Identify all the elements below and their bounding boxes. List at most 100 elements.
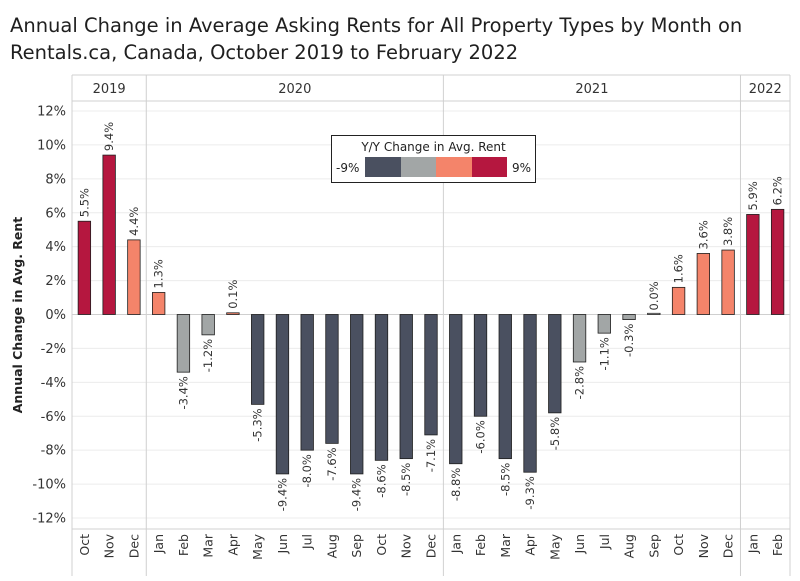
year-header-2019: 2019	[93, 82, 126, 97]
data-label: -8.5%	[498, 463, 512, 496]
x-tick-label: Jan	[745, 534, 760, 554]
y-tick-label: 2%	[45, 274, 66, 289]
x-tick-label: Dec	[126, 534, 141, 558]
bar	[548, 314, 562, 414]
bar	[647, 312, 661, 315]
legend-swatch	[400, 157, 436, 177]
legend-swatch	[471, 157, 507, 177]
bar	[325, 314, 339, 444]
x-tick-label: Dec	[721, 534, 736, 558]
data-label: -9.3%	[523, 476, 537, 509]
data-label: 3.6%	[696, 220, 710, 249]
data-label: -5.3%	[251, 408, 265, 441]
bar	[77, 220, 92, 315]
x-tick-label: Jun	[572, 534, 587, 555]
x-tick-label: Feb	[176, 534, 191, 556]
data-label: 1.3%	[152, 259, 166, 288]
bar	[127, 239, 141, 315]
x-tick-label: May	[250, 533, 265, 559]
value-labels: 5.5% 9.4% 4.4% 1.3% -3.4% -1.2% 0.1% -5.3% -9.4%…	[77, 122, 784, 511]
data-label: -0.3%	[622, 324, 636, 357]
x-tick-label: Aug	[324, 534, 339, 558]
x-tick-label: Feb	[770, 534, 785, 556]
y-tick-label: -10%	[32, 478, 66, 493]
x-tick-label: Jun	[275, 534, 290, 555]
data-label: -8.6%	[374, 464, 388, 497]
data-label: 0.1%	[226, 280, 240, 309]
panel-frames	[71, 74, 791, 576]
data-label: -1.2%	[201, 339, 215, 372]
bar	[523, 314, 537, 473]
x-axis: Oct Nov Dec Jan Feb Mar Apr May Jun Jul Aug Sep Oct N…	[77, 533, 785, 560]
bar	[251, 314, 265, 405]
data-label: -1.1%	[597, 337, 611, 370]
bar	[770, 208, 785, 315]
bar	[572, 314, 587, 363]
x-tick-label: Aug	[622, 534, 637, 558]
x-tick-label: Jul	[597, 534, 612, 550]
y-tick-label: -12%	[32, 512, 66, 527]
legend-min-label: -9%	[336, 161, 360, 175]
data-label: 6.2%	[771, 176, 785, 205]
data-label: -7.1%	[424, 439, 438, 472]
x-tick-label: Dec	[424, 534, 439, 558]
bar	[473, 314, 488, 417]
bar	[671, 286, 686, 315]
x-tick-label: Apr	[523, 533, 538, 555]
x-tick-label: Sep	[646, 534, 661, 558]
year-header-2020: 2020	[278, 82, 311, 97]
legend-swatch	[436, 157, 472, 177]
data-label: 0.0%	[647, 281, 661, 310]
year-header-2022: 2022	[749, 82, 782, 97]
data-label: -2.8%	[573, 366, 587, 399]
data-label: -8.0%	[300, 454, 314, 487]
bar	[746, 214, 760, 315]
y-tick-label: -4%	[41, 376, 66, 391]
data-label: -5.8%	[548, 417, 562, 450]
x-tick-label: Oct	[671, 534, 686, 556]
legend-max-label: 9%	[511, 161, 531, 175]
bar	[449, 314, 463, 465]
data-label: -3.4%	[176, 376, 190, 409]
color-legend: Y/Y Change in Avg. Rent -9% 9%	[331, 135, 536, 183]
y-axis: 12% 10% 8% 6% 4% 2% 0% -2% -4% -6% -8% -10% -12%	[32, 105, 66, 527]
bar	[374, 314, 389, 461]
bar	[350, 314, 364, 475]
x-tick-label: Oct	[374, 534, 389, 556]
legend-title: Y/Y Change in Avg. Rent	[361, 140, 506, 154]
bar	[102, 154, 116, 315]
data-label: -8.5%	[399, 463, 413, 496]
data-label: -8.8%	[449, 468, 463, 501]
bar	[226, 312, 240, 315]
bars	[77, 154, 785, 475]
bar	[498, 314, 512, 460]
x-tick-label: Jan	[151, 534, 166, 554]
x-tick-label: Nov	[696, 533, 711, 558]
data-label: 9.4%	[102, 122, 116, 151]
y-tick-label: -8%	[41, 444, 66, 459]
x-tick-label: Feb	[473, 534, 488, 556]
data-label: 5.5%	[77, 188, 91, 217]
x-tick-label: Nov	[102, 533, 117, 558]
bar	[597, 314, 611, 334]
y-tick-label: 0%	[45, 308, 66, 323]
x-tick-label: Jul	[300, 534, 315, 550]
y-tick-label: 4%	[45, 240, 66, 255]
x-tick-label: Apr	[225, 533, 240, 555]
chart-title: Annual Change in Average Asking Rents fo…	[10, 14, 743, 64]
data-label: -9.4%	[350, 478, 364, 511]
data-label: -9.4%	[275, 478, 289, 511]
bar	[300, 314, 314, 451]
x-tick-label: Mar	[498, 533, 513, 557]
bar	[696, 253, 710, 315]
year-headers: 2019 2020 2021 2022	[93, 82, 782, 97]
y-tick-label: 12%	[37, 105, 66, 120]
data-label: 5.9%	[746, 181, 760, 210]
x-tick-label: Mar	[201, 533, 216, 557]
legend-color-scale	[365, 157, 507, 177]
data-label: 1.6%	[672, 254, 686, 283]
y-tick-label: -2%	[41, 342, 66, 357]
x-tick-label: May	[547, 533, 562, 559]
bar	[176, 314, 191, 373]
